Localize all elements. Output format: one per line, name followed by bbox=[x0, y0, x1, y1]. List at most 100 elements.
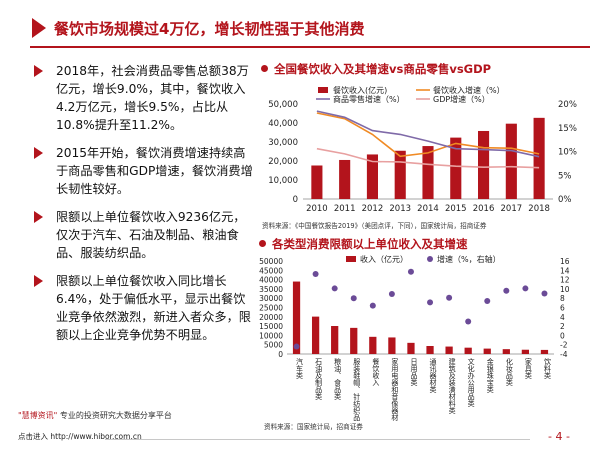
bullet-list: 2018年，社会消费品零售总额38万亿元，增长9.0%，其中，餐饮收入4.2万亿… bbox=[28, 62, 253, 354]
footer-brand: "慧博资讯" 专业的投资研究大数据分享平台 bbox=[18, 410, 172, 421]
chart2-ytick-label: 35000 bbox=[259, 285, 283, 294]
chart2-xtick-label: 文化办公用品类 bbox=[467, 357, 475, 408]
chart1-y2tick-label: 10% bbox=[558, 148, 577, 158]
chart1-legend-label: GDP增速（%） bbox=[433, 94, 490, 104]
chart2-ytick-label: 10000 bbox=[259, 331, 283, 340]
chart2-y2tick-label: -4 bbox=[560, 350, 568, 359]
chart2-scatter-point bbox=[312, 271, 319, 278]
chart2-ytick-label: 50000 bbox=[259, 257, 283, 266]
chart2-y2tick-label: 14 bbox=[560, 266, 570, 275]
bullet-item: 2015年开始，餐饮消费增速持续高于商品零售和GDP增速，餐饮消费增长韧性较好。 bbox=[28, 144, 253, 198]
bullet-text: 2015年开始，餐饮消费增速持续高于商品零售和GDP增速，餐饮消费增长韧性较好。 bbox=[56, 146, 253, 196]
chart2-bar bbox=[292, 281, 301, 354]
chart1-bar bbox=[478, 130, 490, 199]
chart2-xtick-label: 家用电器和音像器材 bbox=[391, 357, 399, 421]
chart2-y2tick-label: -2 bbox=[560, 341, 568, 350]
chart1-series-line bbox=[316, 112, 540, 158]
chart2-y2tick-label: 4 bbox=[560, 313, 565, 322]
chart1-bar bbox=[505, 123, 517, 199]
chart2-bar bbox=[350, 327, 358, 354]
chart2-scatter-point bbox=[369, 302, 376, 309]
chart2-xtick-label: 汽车类 bbox=[296, 357, 304, 380]
chart2-legend-label: 收入（亿元） bbox=[360, 254, 408, 264]
chart2-xtick-label: 通讯器材类 bbox=[429, 357, 437, 394]
chart2-bar bbox=[445, 346, 453, 354]
chart1-y2tick-label: 5% bbox=[558, 171, 572, 181]
chart2-bar bbox=[426, 346, 434, 354]
chart2-xtick-label: 服装鞋帽、针纺织品 bbox=[353, 358, 361, 422]
chart1-xtick-label: 2017 bbox=[501, 204, 523, 214]
arrow-bullet-icon bbox=[34, 65, 43, 77]
chart2-scatter-point bbox=[541, 290, 548, 297]
chart1-xtick-label: 2013 bbox=[389, 204, 411, 214]
chart1-xtick-label: 2014 bbox=[417, 204, 439, 214]
title-marker bbox=[32, 18, 46, 38]
chart2-scatter-point bbox=[465, 318, 472, 325]
footer-link[interactable]: 点击进入 http://www.hibor.com.cn bbox=[18, 432, 142, 441]
chart1-bar bbox=[366, 154, 378, 199]
chart2-ytick-label: 40000 bbox=[259, 276, 283, 285]
chart1-bar bbox=[533, 117, 545, 199]
chart1-y2tick-label: 20% bbox=[558, 100, 577, 110]
chart1-bar bbox=[339, 159, 351, 199]
footer-tagline: 专业的投资研究大数据分享平台 bbox=[57, 411, 172, 420]
chart2-scatter-point bbox=[446, 294, 453, 301]
chart2-y2tick-label: 2 bbox=[560, 322, 565, 331]
chart1-legend-label: 餐饮收入(亿元) bbox=[333, 85, 387, 95]
chart1-xtick-label: 2015 bbox=[445, 204, 467, 214]
chart2-y2tick-label: 16 bbox=[560, 257, 570, 266]
chart2-y2tick-label: 10 bbox=[560, 285, 570, 294]
chart2-bar bbox=[483, 348, 491, 354]
chart2-scatter-point bbox=[350, 295, 357, 302]
chart2-y2tick-label: 8 bbox=[560, 294, 565, 303]
chart2-scatter-point bbox=[503, 287, 510, 294]
chart2-ytick-label: 25000 bbox=[259, 304, 283, 313]
chart2-xtick-label: 家具类 bbox=[524, 357, 532, 380]
chart2-ytick-label: 45000 bbox=[259, 266, 283, 275]
chart2-scatter-point bbox=[484, 297, 491, 304]
chart1-series-line bbox=[316, 110, 540, 158]
chart2-bar bbox=[407, 342, 415, 354]
chart2-bar bbox=[521, 349, 530, 354]
chart2-ytick-label: 20000 bbox=[259, 313, 283, 322]
chart2-xtick-label: 金银珠宝类 bbox=[486, 357, 494, 394]
chart1-xtick-label: 2016 bbox=[473, 204, 495, 214]
chart2-xtick-label: 粮油、食品类 bbox=[334, 357, 342, 401]
bullet-item: 限额以上单位餐饮收入同比增长6.4%，处于偏低水平，显示出餐饮业竞争依然激烈，新… bbox=[28, 272, 253, 344]
chart1-y2tick-label: 0% bbox=[558, 195, 572, 205]
chart1-xtick-label: 2018 bbox=[528, 204, 550, 214]
chart2-ytick-label: 0 bbox=[278, 350, 283, 359]
chart2-xtick-label: 石油及制品类 bbox=[315, 358, 323, 401]
chart1-ytick-label: 50,000 bbox=[268, 100, 298, 110]
chart2-ytick-label: 15000 bbox=[259, 322, 283, 331]
chart2-y2tick-label: 0 bbox=[560, 331, 565, 340]
chart2-bar bbox=[331, 326, 339, 354]
chart1-bar bbox=[311, 165, 323, 199]
arrow-bullet-icon bbox=[34, 147, 43, 159]
page-number: - 4 - bbox=[548, 430, 570, 443]
bullet-text: 2018年，社会消费品零售总额38万亿元，增长9.0%，其中，餐饮收入4.2万亿… bbox=[56, 64, 249, 132]
chart2-xtick-label: 饮料类 bbox=[543, 357, 551, 380]
chart2-xtick-label: 化妆品类 bbox=[505, 357, 513, 387]
chart2-legend-swatch bbox=[427, 256, 433, 262]
bullet-item: 限额以上单位餐饮收入9236亿元，仅次于汽车、石油及制品、粮油食品、服装纺织品。 bbox=[28, 208, 253, 262]
bullet-item: 2018年，社会消费品零售总额38万亿元，增长9.0%，其中，餐饮收入4.2万亿… bbox=[28, 62, 253, 134]
chart1-ytick-label: 10,000 bbox=[268, 176, 298, 186]
chart1-ytick-label: 0 bbox=[293, 195, 298, 205]
chart1-ytick-label: 40,000 bbox=[268, 119, 298, 129]
chart1-legend-swatch bbox=[318, 87, 328, 93]
bullet-text: 限额以上单位餐饮收入9236亿元，仅次于汽车、石油及制品、粮油食品、服装纺织品。 bbox=[56, 210, 246, 260]
chart2-legend-swatch bbox=[346, 256, 356, 262]
chart2-bar bbox=[540, 349, 549, 354]
chart1-bar bbox=[394, 150, 406, 199]
chart2-source: 资料来源：国家统计局，招商证券 bbox=[264, 423, 363, 431]
chart2-scatter-point bbox=[522, 285, 529, 292]
chart1-heading: 全国餐饮收入及其增速vs商品零售vsGDP bbox=[261, 61, 491, 77]
chart1-xtick-label: 2010 bbox=[306, 204, 328, 214]
chart2-bar bbox=[369, 336, 377, 354]
arrow-bullet-icon bbox=[34, 211, 43, 223]
bullet-dot-icon bbox=[259, 240, 266, 247]
chart2-scatter-point bbox=[388, 291, 395, 298]
chart2-ytick-label: 5000 bbox=[264, 341, 283, 350]
